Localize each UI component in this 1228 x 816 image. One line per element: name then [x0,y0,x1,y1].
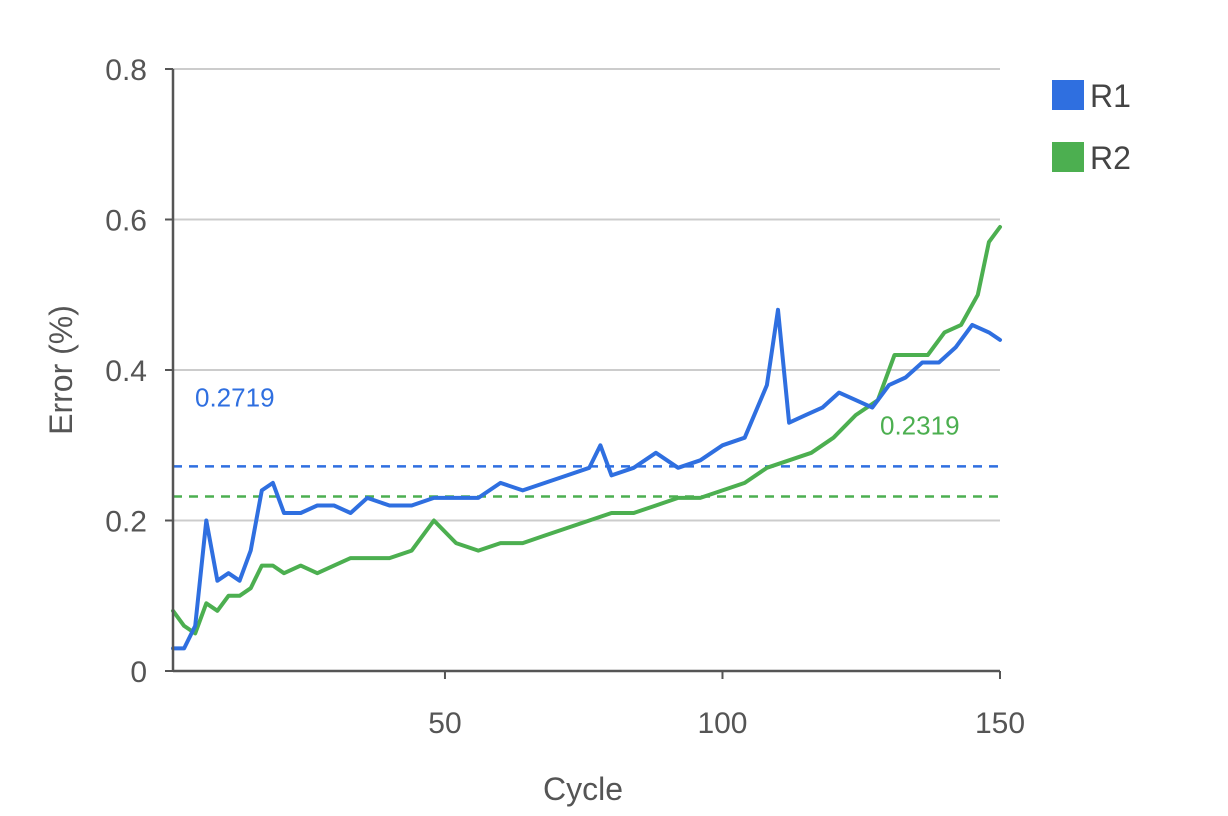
x-axis-ticks: 50 100 150 [428,671,1025,740]
y-tick-label: 0.6 [105,205,147,238]
y-tick-label: 0.8 [105,54,147,87]
legend-label: R1 [1090,78,1131,114]
reference-label: 0.2719 [195,382,275,412]
legend: R1 R2 [1052,78,1131,176]
gridlines [173,68,1000,522]
legend-swatch-r2 [1052,142,1084,172]
x-tick-label: 150 [975,707,1025,740]
y-tick-label: 0.4 [105,355,147,388]
y-tick-label: 0.2 [105,506,147,539]
legend-swatch-r1 [1052,80,1084,110]
reference-labels: 0.2719 0.2319 [195,382,960,440]
y-axis-ticks: 0 0.2 0.4 0.6 0.8 [105,54,173,689]
x-axis-title: Cycle [543,771,623,807]
x-tick-label: 100 [697,707,747,740]
data-series [171,225,1002,651]
series-line-r2 [171,225,1002,636]
reference-lines [173,465,1000,498]
y-axis-title: Error (%) [43,305,79,435]
reference-label: 0.2319 [880,410,960,440]
series-line-r1 [171,307,1002,651]
x-tick-label: 50 [428,707,461,740]
legend-label: R2 [1090,140,1131,176]
y-tick-label: 0 [130,656,147,689]
